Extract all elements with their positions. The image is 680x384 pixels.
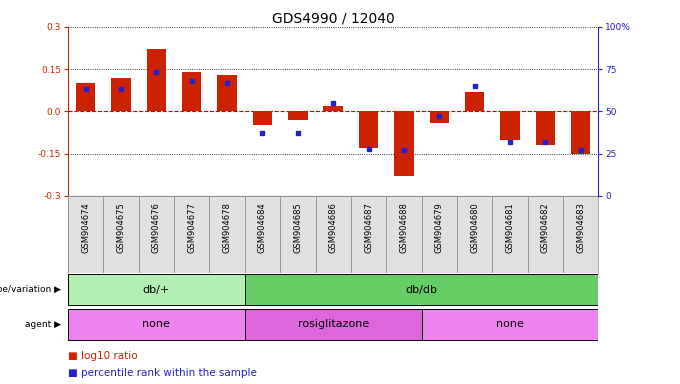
- Text: GSM904682: GSM904682: [541, 202, 550, 253]
- Bar: [359, 111, 378, 148]
- Bar: [280, 196, 316, 273]
- Bar: [182, 72, 201, 111]
- Text: db/db: db/db: [405, 285, 438, 295]
- Bar: [253, 111, 272, 126]
- Bar: [76, 83, 95, 111]
- Bar: [147, 50, 166, 111]
- Bar: [457, 196, 492, 273]
- Text: db/+: db/+: [143, 285, 170, 295]
- Bar: [139, 196, 174, 273]
- Bar: [430, 111, 449, 122]
- Text: GSM904688: GSM904688: [399, 202, 409, 253]
- Bar: [563, 196, 598, 273]
- Text: genotype/variation ▶: genotype/variation ▶: [0, 285, 61, 295]
- Bar: [245, 196, 280, 273]
- Bar: [68, 274, 245, 306]
- Text: GSM904678: GSM904678: [222, 202, 232, 253]
- Title: GDS4990 / 12040: GDS4990 / 12040: [272, 12, 394, 26]
- Text: GSM904684: GSM904684: [258, 202, 267, 253]
- Bar: [68, 196, 103, 273]
- Bar: [316, 196, 351, 273]
- Text: GSM904685: GSM904685: [293, 202, 303, 253]
- Text: GSM904676: GSM904676: [152, 202, 161, 253]
- Bar: [288, 111, 307, 120]
- Bar: [465, 92, 484, 111]
- Text: GSM904679: GSM904679: [435, 202, 444, 253]
- Bar: [422, 309, 598, 340]
- Bar: [536, 111, 555, 145]
- Bar: [500, 111, 520, 139]
- Text: ■ log10 ratio: ■ log10 ratio: [68, 351, 137, 361]
- Bar: [528, 196, 563, 273]
- Bar: [209, 196, 245, 273]
- Text: GSM904686: GSM904686: [328, 202, 338, 253]
- Bar: [351, 196, 386, 273]
- Bar: [245, 309, 422, 340]
- Text: GSM904674: GSM904674: [81, 202, 90, 253]
- Bar: [422, 196, 457, 273]
- Bar: [103, 196, 139, 273]
- Text: none: none: [496, 319, 524, 329]
- Text: GSM904680: GSM904680: [470, 202, 479, 253]
- Bar: [68, 309, 245, 340]
- Text: GSM904681: GSM904681: [505, 202, 515, 253]
- Bar: [112, 78, 131, 111]
- Text: GSM904687: GSM904687: [364, 202, 373, 253]
- Text: GSM904683: GSM904683: [576, 202, 585, 253]
- Bar: [174, 196, 209, 273]
- Bar: [386, 196, 422, 273]
- Text: GSM904677: GSM904677: [187, 202, 197, 253]
- Text: ■ percentile rank within the sample: ■ percentile rank within the sample: [68, 368, 257, 378]
- Bar: [245, 274, 598, 306]
- Bar: [571, 111, 590, 154]
- Bar: [394, 111, 413, 176]
- Text: GSM904675: GSM904675: [116, 202, 126, 253]
- Text: agent ▶: agent ▶: [25, 320, 61, 329]
- Bar: [324, 106, 343, 111]
- Bar: [218, 75, 237, 111]
- Text: none: none: [143, 319, 170, 329]
- Text: rosiglitazone: rosiglitazone: [298, 319, 369, 329]
- Bar: [492, 196, 528, 273]
